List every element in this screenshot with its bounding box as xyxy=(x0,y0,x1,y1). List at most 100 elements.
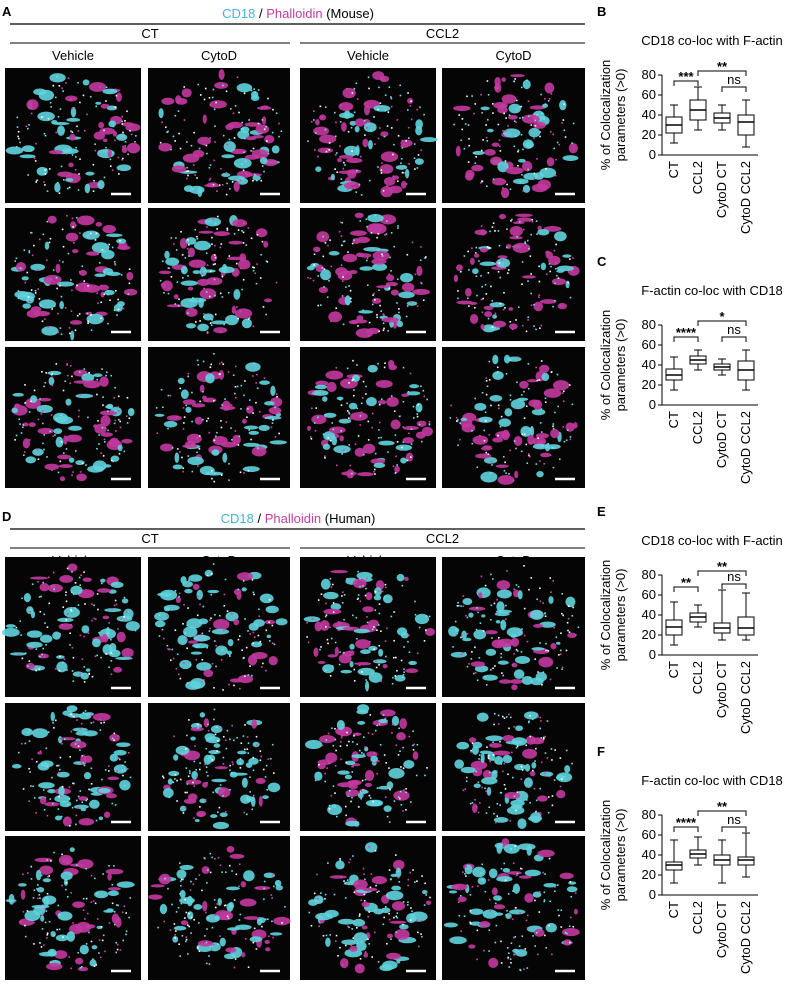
signal-dot xyxy=(34,289,37,292)
signal-blob xyxy=(231,305,237,315)
signal-dot xyxy=(495,821,497,824)
signal-dot xyxy=(425,256,427,258)
signal-dot xyxy=(543,891,546,894)
signal-dot xyxy=(65,594,67,596)
signal-dot xyxy=(192,781,194,784)
signal-blob xyxy=(76,473,87,482)
signal-dot xyxy=(551,795,554,797)
signal-dot xyxy=(513,120,516,123)
signal-dot xyxy=(228,683,230,686)
signal-blob xyxy=(123,608,134,620)
signal-dot xyxy=(250,438,252,441)
signal-dot xyxy=(248,317,251,319)
signal-dot xyxy=(43,808,46,811)
signal-dot xyxy=(331,665,334,667)
signal-dot xyxy=(554,174,557,177)
signal-dot xyxy=(466,616,469,619)
signal-dot xyxy=(466,95,468,98)
signal-dot xyxy=(221,871,223,873)
signal-dot xyxy=(510,942,513,945)
signal-blob xyxy=(25,456,37,464)
signal-dot xyxy=(529,677,531,679)
signal-dot xyxy=(87,284,89,287)
signal-dot xyxy=(111,883,114,886)
signal-blob xyxy=(508,103,522,114)
signal-dot xyxy=(180,878,183,881)
signal-dot xyxy=(351,150,353,153)
signal-dot xyxy=(20,920,22,923)
signal-dot xyxy=(324,457,326,459)
signal-dot xyxy=(101,249,104,251)
signal-dot xyxy=(91,603,93,605)
signal-dot xyxy=(504,879,507,882)
signal-dot xyxy=(397,754,400,756)
signal-dot xyxy=(233,966,236,969)
signal-blob xyxy=(42,878,52,883)
signal-dot xyxy=(568,925,571,928)
signal-blob xyxy=(241,587,247,592)
signal-dot xyxy=(232,112,235,115)
signal-dot xyxy=(396,464,398,466)
signal-dot xyxy=(107,410,109,413)
condition-label: Vehicle xyxy=(347,48,389,63)
signal-dot xyxy=(560,653,562,655)
signal-dot xyxy=(196,235,198,238)
signal-dot xyxy=(168,267,170,270)
signal-dot xyxy=(20,634,22,636)
signal-blob xyxy=(496,589,512,599)
signal-dot xyxy=(135,135,137,137)
signal-blob xyxy=(368,672,383,683)
signal-blob xyxy=(94,273,107,277)
signal-dot xyxy=(83,283,86,285)
signal-blob xyxy=(192,583,200,591)
signal-dot xyxy=(486,80,489,82)
signal-blob xyxy=(38,782,55,789)
signal-dot xyxy=(358,183,361,186)
signal-blob xyxy=(365,397,377,407)
signal-dot xyxy=(547,796,550,798)
signal-dot xyxy=(390,96,392,98)
signal-dot xyxy=(347,925,349,928)
signal-dot xyxy=(27,174,29,176)
signal-dot xyxy=(70,310,73,312)
signal-dot xyxy=(88,371,90,374)
signal-blob xyxy=(385,952,401,960)
signal-dot xyxy=(320,646,322,648)
signal-blob xyxy=(362,138,369,148)
signal-dot xyxy=(119,949,122,951)
signal-blob xyxy=(202,313,214,321)
signal-dot xyxy=(68,786,71,788)
signal-dot xyxy=(76,284,78,287)
signal-blob xyxy=(540,452,551,458)
signal-dot xyxy=(114,106,117,109)
y-axis-label: parameters (>0) xyxy=(613,569,628,662)
signal-dot xyxy=(226,227,229,230)
signal-dot xyxy=(371,412,374,415)
signal-dot xyxy=(68,956,70,958)
signal-blob xyxy=(373,104,391,112)
signal-dot xyxy=(318,763,320,766)
signal-dot xyxy=(51,376,54,379)
signal-blob xyxy=(56,771,70,778)
signal-dot xyxy=(493,602,496,605)
signal-dot xyxy=(327,862,329,864)
signal-blob xyxy=(218,69,225,81)
signal-dot xyxy=(348,926,350,929)
signal-dot xyxy=(366,616,368,618)
signal-dot xyxy=(173,923,176,925)
signal-dot xyxy=(485,377,488,380)
signal-blob xyxy=(177,635,188,646)
y-tick-label: 0 xyxy=(649,397,656,412)
signal-blob xyxy=(479,247,488,253)
signal-blob xyxy=(217,787,231,798)
signal-blob xyxy=(255,228,268,238)
signal-dot xyxy=(396,302,398,304)
signal-blob xyxy=(409,384,419,389)
signal-dot xyxy=(488,950,490,952)
signal-dot xyxy=(364,951,367,953)
signal-dot xyxy=(242,278,245,281)
signal-dot xyxy=(71,289,73,292)
signal-dot xyxy=(409,919,412,921)
signal-dot xyxy=(211,477,213,480)
signal-dot xyxy=(61,87,63,90)
